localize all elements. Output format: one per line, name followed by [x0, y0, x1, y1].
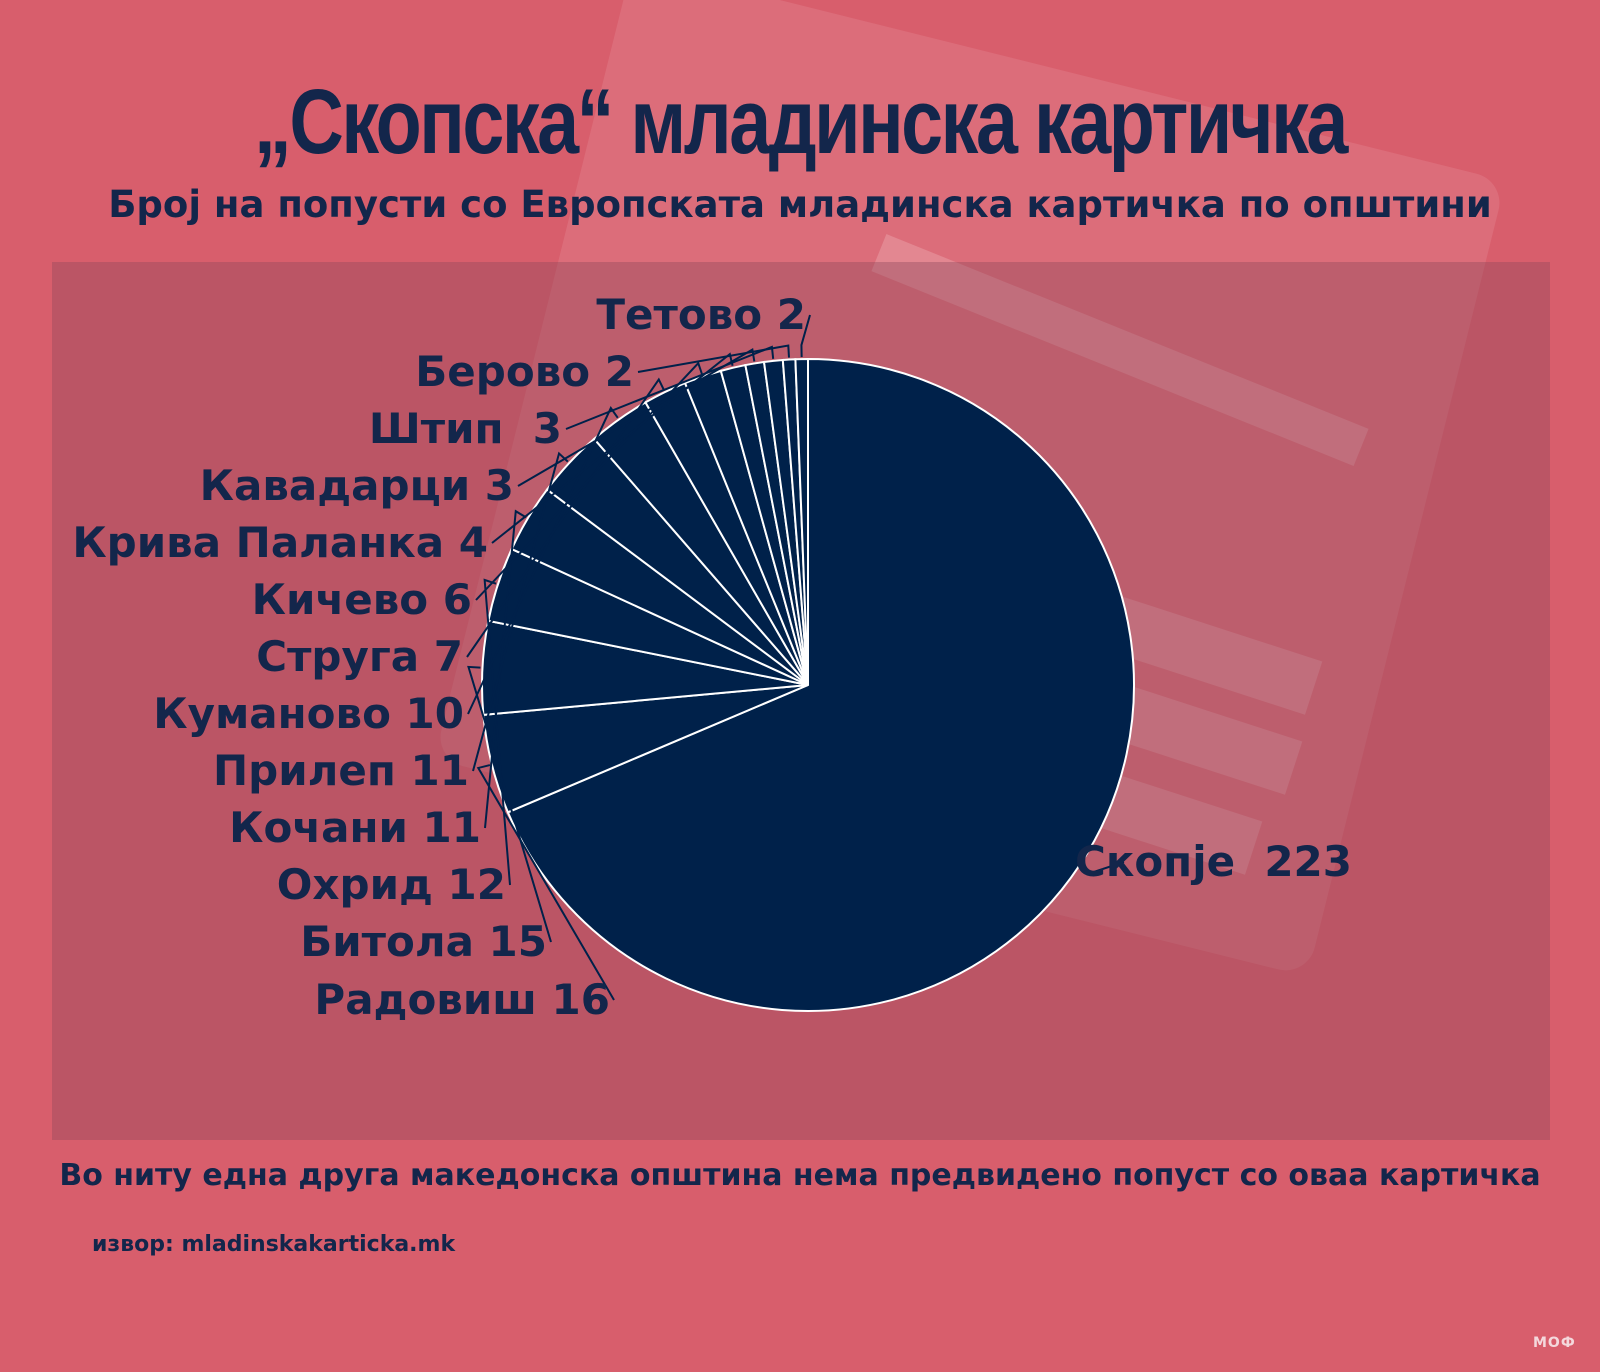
publisher-logo: МОФ	[1533, 1335, 1576, 1351]
page-subtitle: Број на попусти со Европската младинска …	[108, 183, 1492, 226]
footnote: Во ниту една друга македонска општина не…	[59, 1158, 1541, 1193]
leader-line	[800, 314, 811, 358]
slice-label: Битола 15	[300, 917, 547, 966]
leader-line	[565, 345, 775, 430]
leader-line	[517, 347, 756, 487]
slice-label: Скопје 223	[1075, 837, 1352, 886]
slice-label: Струга 7	[256, 632, 463, 681]
slice-label: Штип 3	[369, 404, 562, 453]
slice-label: Тетово 2	[596, 290, 806, 339]
pie-slice	[506, 357, 1135, 1012]
slice-label: Кочани 11	[229, 803, 481, 852]
slice-label: Кичево 6	[252, 575, 472, 624]
slice-label: Куманово 10	[153, 689, 464, 738]
leader-line	[467, 665, 552, 943]
slice-label: Охрид 12	[277, 860, 506, 909]
leader-line	[466, 377, 665, 658]
leader-line	[1080, 861, 1125, 874]
slice-label: Крива Паланка 4	[72, 518, 488, 567]
slice-label: Радовиш 16	[314, 975, 610, 1024]
source-note: извор: mladinskakarticka.mk	[92, 1232, 456, 1257]
leader-line	[467, 406, 619, 715]
leader-line	[475, 361, 704, 601]
leader-line	[476, 764, 615, 1001]
slice-label: Прилеп 11	[213, 746, 469, 795]
leader-line	[484, 509, 527, 829]
page-title: „Скопска“ младинска картичка	[254, 71, 1348, 173]
slice-label: Кавадарци 3	[200, 461, 514, 510]
leader-line	[637, 344, 790, 373]
slice-label: Берово 2	[415, 347, 634, 396]
pie-slice	[794, 357, 809, 686]
